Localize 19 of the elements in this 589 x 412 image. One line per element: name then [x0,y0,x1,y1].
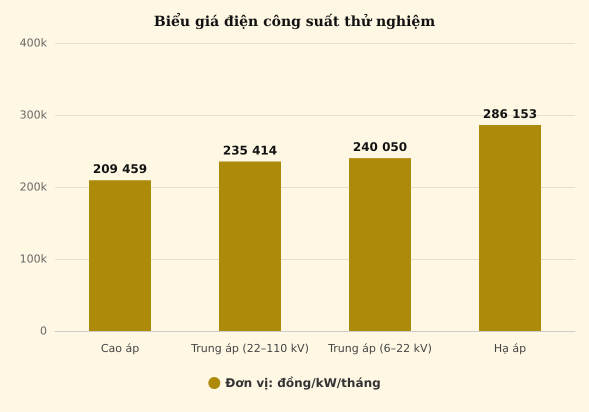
legend-label: Đơn vị: đồng/kW/tháng [225,376,381,390]
x-tick-label: Trung áp (22–110 kV) [190,342,309,355]
y-tick-label: 100k [20,252,48,266]
bar [479,124,541,331]
x-tick-label: Cao áp [100,342,140,355]
data-label: 209 459 [92,162,148,176]
data-label: 240 050 [352,140,408,154]
chart-title: Biểu giá điện công suất thử nghiệm [154,12,436,30]
y-tick-label: 400k [20,36,48,50]
y-tick-label: 0 [40,324,47,338]
x-tick-label: Trung áp (6–22 kV) [327,342,432,355]
bar [349,158,411,331]
data-label: 286 153 [482,106,538,121]
y-tick-label: 300k [20,108,48,122]
y-tick-label: 200k [20,180,48,194]
bar [89,180,151,331]
data-label: 235 414 [222,144,278,158]
bar [219,162,281,331]
x-tick-label: Hạ áp [494,342,526,355]
